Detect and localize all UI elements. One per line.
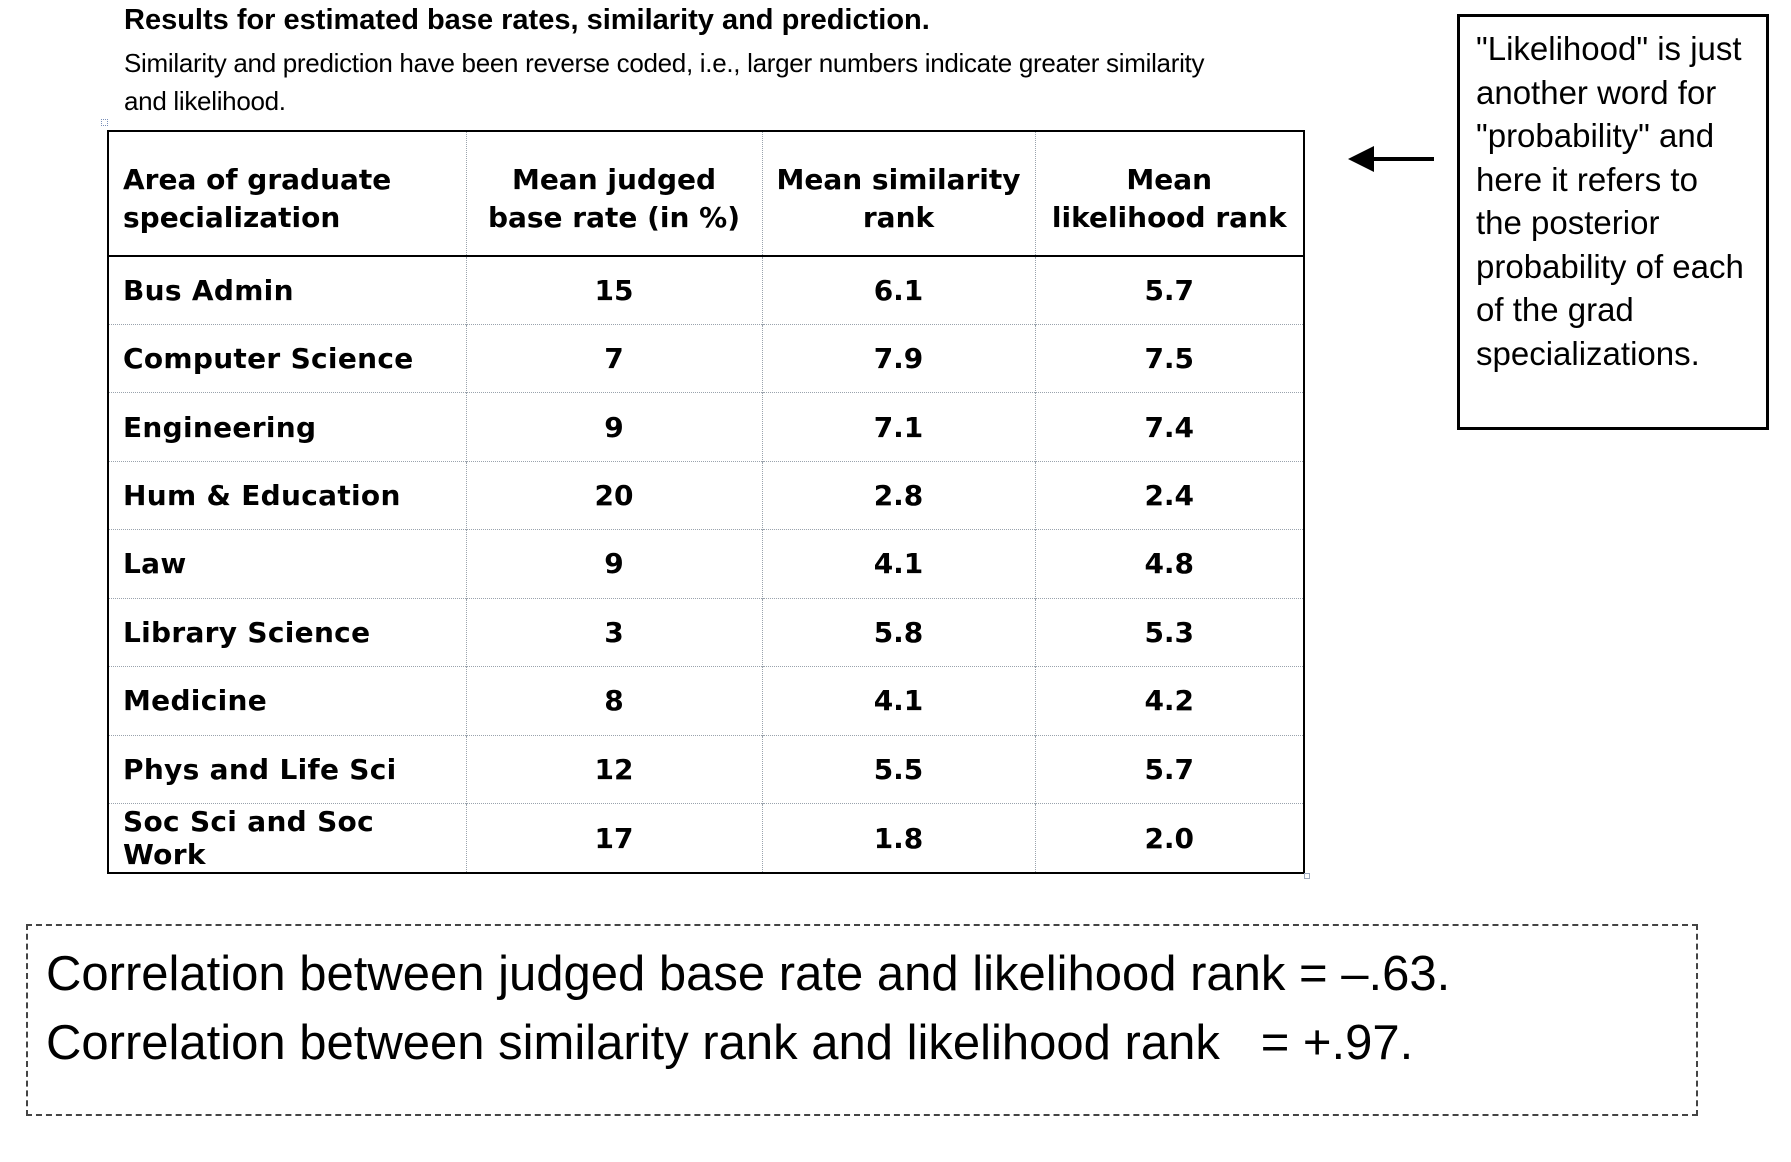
cell-likelihood: 5.7 xyxy=(1034,734,1303,804)
table-row: Bus Admin 15 6.1 5.7 xyxy=(109,256,1303,325)
table-row: Library Science 3 5.8 5.3 xyxy=(109,597,1303,667)
table-row: Soc Sci and Soc Work 17 1.8 2.0 xyxy=(109,803,1303,872)
cell-likelihood: 5.3 xyxy=(1034,597,1303,667)
cell-likelihood: 4.2 xyxy=(1034,666,1303,736)
header-similarity-rank: Mean similarity rank xyxy=(761,132,1035,257)
cell-base-rate: 7 xyxy=(465,323,762,393)
cell-area: Phys and Life Sci xyxy=(109,734,466,804)
cell-area: Hum & Education xyxy=(109,460,466,530)
table-row: Engineering 9 7.1 7.4 xyxy=(109,392,1303,462)
cell-similarity: 7.9 xyxy=(761,323,1035,393)
cell-similarity: 5.5 xyxy=(761,734,1035,804)
cell-base-rate: 15 xyxy=(465,256,762,325)
cell-likelihood: 7.4 xyxy=(1034,392,1303,462)
left-arrow-icon xyxy=(1348,146,1434,172)
cell-area: Library Science xyxy=(109,597,466,667)
cell-similarity: 5.8 xyxy=(761,597,1035,667)
cell-similarity: 4.1 xyxy=(761,529,1035,599)
cell-area: Engineering xyxy=(109,392,466,462)
header-area: Area of graduate specialization xyxy=(109,132,466,257)
table-resize-handle[interactable] xyxy=(1304,873,1310,879)
header-base-rate: Mean judged base rate (in %) xyxy=(465,132,762,257)
table-caption-title: Results for estimated base rates, simila… xyxy=(124,4,930,36)
cell-area: Bus Admin xyxy=(123,273,294,307)
cell-likelihood: 5.7 xyxy=(1034,256,1303,325)
table-row: Hum & Education 20 2.8 2.4 xyxy=(109,460,1303,530)
cell-base-rate: 17 xyxy=(465,803,762,872)
cell-area: Computer Science xyxy=(109,323,466,393)
table-row: Medicine 8 4.1 4.2 xyxy=(109,666,1303,736)
cell-similarity: 6.1 xyxy=(761,256,1035,325)
cell-similarity: 1.8 xyxy=(761,803,1035,872)
correlation-base-rate-line: Correlation between judged base rate and… xyxy=(46,947,1451,1001)
cell-base-rate: 9 xyxy=(465,392,762,462)
cell-area: Medicine xyxy=(109,666,466,736)
correlation-box: Correlation between judged base rate and… xyxy=(26,924,1698,1116)
cell-base-rate: 12 xyxy=(465,734,762,804)
cell-likelihood: 2.0 xyxy=(1034,803,1303,872)
cell-base-rate: 3 xyxy=(465,597,762,667)
table-header-row: Area of graduate specialization Mean jud… xyxy=(109,132,1303,257)
header-likelihood-rank: Mean likelihood rank xyxy=(1034,132,1303,257)
cell-likelihood: 4.8 xyxy=(1034,529,1303,599)
results-table-frame: Area of graduate specialization Mean jud… xyxy=(107,130,1305,874)
table-caption-subtitle: Similarity and prediction have been reve… xyxy=(124,48,1205,116)
table-row: Phys and Life Sci 12 5.5 5.7 xyxy=(109,734,1303,804)
table-anchor-icon[interactable] xyxy=(101,119,108,126)
cell-similarity: 7.1 xyxy=(761,392,1035,462)
cell-area: Law xyxy=(109,529,466,599)
cell-base-rate: 8 xyxy=(465,666,762,736)
cell-base-rate: 20 xyxy=(465,460,762,530)
table-row: Law 9 4.1 4.8 xyxy=(109,529,1303,599)
cell-similarity: 4.1 xyxy=(761,666,1035,736)
cell-likelihood: 2.4 xyxy=(1034,460,1303,530)
results-table: Area of graduate specialization Mean jud… xyxy=(109,132,1303,872)
likelihood-note-box: "Likelihood" is just another word for "p… xyxy=(1457,14,1769,430)
correlation-similarity-line: Correlation between similarity rank and … xyxy=(46,1016,1414,1070)
table-row: Computer Science 7 7.9 7.5 xyxy=(109,323,1303,393)
cell-similarity: 2.8 xyxy=(761,460,1035,530)
likelihood-note-text: "Likelihood" is just another word for "p… xyxy=(1476,30,1744,372)
cell-likelihood: 7.5 xyxy=(1034,323,1303,393)
cell-base-rate: 9 xyxy=(465,529,762,599)
cell-area: Soc Sci and Soc Work xyxy=(109,803,466,872)
